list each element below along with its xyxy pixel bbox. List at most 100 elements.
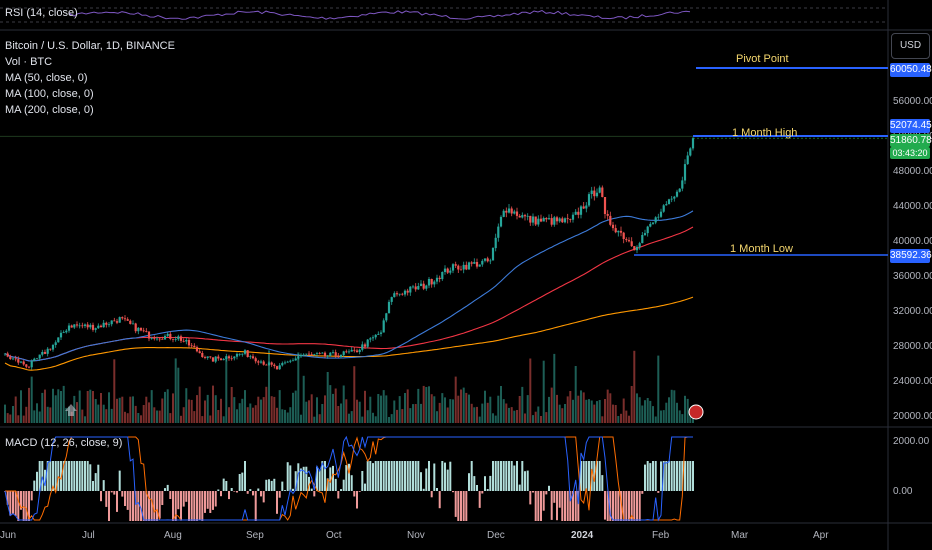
macd-histogram-bar — [684, 461, 686, 491]
macd-histogram-bar — [406, 461, 409, 491]
volume-bar — [33, 410, 36, 423]
price-axis-label: 48000.00 — [893, 166, 932, 177]
volume-bar — [308, 400, 310, 423]
candle-body — [265, 364, 268, 366]
macd-histogram-bar — [68, 461, 70, 491]
candle-body — [665, 204, 668, 206]
macd-histogram-bar — [569, 491, 572, 521]
price-axis-label: 44000.00 — [893, 201, 932, 212]
macd-histogram-bar — [324, 461, 326, 491]
volume-bar — [22, 415, 25, 423]
candle-body — [553, 217, 556, 225]
macd-histogram-bar — [145, 491, 148, 521]
candle-body — [262, 361, 265, 365]
time-axis-label: Apr — [813, 530, 829, 541]
volume-bar — [406, 389, 409, 423]
volume-bar — [92, 391, 94, 423]
macd-histogram-bar — [284, 490, 286, 491]
volume-bar — [417, 388, 420, 423]
volume-bar — [540, 416, 542, 423]
macd-histogram-bar — [465, 491, 468, 521]
volume-bar — [470, 403, 473, 423]
candle-body — [417, 286, 420, 290]
macd-histogram-bar — [585, 461, 588, 491]
volume-bar — [46, 406, 49, 423]
volume-bar — [38, 411, 41, 423]
volume-bar — [404, 393, 406, 423]
candle-body — [145, 331, 148, 332]
macd-histogram-bar — [398, 461, 401, 491]
legend-ma200[interactable]: MA (200, close, 0) — [5, 104, 94, 116]
macd-histogram-bar — [241, 472, 244, 491]
macd-histogram-bar — [438, 491, 441, 509]
macd-histogram-bar — [686, 461, 689, 491]
macd-histogram-bar — [572, 491, 574, 521]
time-axis-label: Dec — [487, 530, 505, 541]
macd-histogram-bar — [505, 461, 508, 491]
candle-body — [566, 218, 569, 220]
candle-body — [681, 180, 684, 189]
volume-bar — [390, 414, 393, 423]
volume-bar — [654, 416, 657, 423]
rsi-title[interactable]: RSI (14, close) — [5, 7, 78, 19]
macd-histogram-bar — [577, 491, 580, 521]
currency-button[interactable]: USD — [891, 33, 930, 59]
legend-volume[interactable]: Vol · BTC — [5, 56, 53, 68]
macd-histogram-bar — [542, 491, 545, 511]
candle-body — [390, 297, 393, 302]
candle-body — [166, 333, 169, 336]
volume-bar — [545, 412, 548, 423]
volume-bar — [257, 396, 260, 423]
macd-histogram-bar — [262, 491, 265, 503]
macd-histogram-bar — [313, 491, 316, 497]
macd-histogram-bar — [273, 478, 276, 491]
volume-bar — [377, 394, 380, 423]
volume-bar — [174, 358, 177, 423]
volume-bar — [596, 401, 598, 423]
volume-bar — [393, 400, 396, 423]
macd-histogram-bar — [502, 461, 505, 491]
volume-bar — [420, 403, 422, 423]
candle-body — [334, 352, 337, 356]
candle-body — [675, 191, 679, 197]
macd-histogram-bar — [65, 461, 68, 491]
candle-body — [22, 361, 25, 365]
volume-bar — [454, 376, 457, 423]
volume-bar — [558, 404, 561, 423]
volume-bar — [20, 390, 22, 423]
candle-body — [57, 337, 60, 343]
candle-body — [65, 330, 68, 333]
candle-body — [259, 361, 263, 363]
volume-bar — [14, 396, 17, 423]
candle-body — [387, 301, 391, 314]
macd-histogram-bar — [118, 470, 121, 491]
macd-histogram-bar — [540, 491, 542, 521]
candle-body — [547, 218, 551, 220]
macd-histogram-bar — [150, 491, 153, 521]
macd-title[interactable]: MACD (12, 26, close, 9) — [5, 437, 123, 449]
volume-bar — [140, 415, 142, 423]
legend-symbol[interactable]: Bitcoin / U.S. Dollar, 1D, BINANCE — [5, 40, 175, 52]
candle-body — [603, 197, 607, 214]
time-axis-label: Feb — [652, 530, 670, 541]
macd-histogram-bar — [457, 491, 460, 521]
candle-body — [395, 293, 399, 295]
macd-histogram-bar — [332, 465, 334, 491]
candle-body — [451, 264, 455, 271]
macd-histogram-bar — [86, 461, 89, 491]
volume-bar — [585, 399, 588, 423]
time-axis-label: 2024 — [571, 530, 594, 541]
volume-bar — [350, 411, 353, 423]
candle-body — [377, 333, 380, 335]
legend-ma50[interactable]: MA (50, close, 0) — [5, 72, 88, 84]
macd-histogram-bar — [222, 478, 225, 491]
volume-bar — [252, 407, 254, 423]
macd-histogram-bar — [380, 461, 382, 491]
legend-ma100[interactable]: MA (100, close, 0) — [5, 88, 94, 100]
macd-histogram-bar — [596, 461, 598, 491]
volume-bar — [513, 410, 516, 423]
volume-bar — [246, 407, 249, 423]
macd-histogram-bar — [356, 491, 358, 509]
candle-body — [129, 320, 132, 324]
